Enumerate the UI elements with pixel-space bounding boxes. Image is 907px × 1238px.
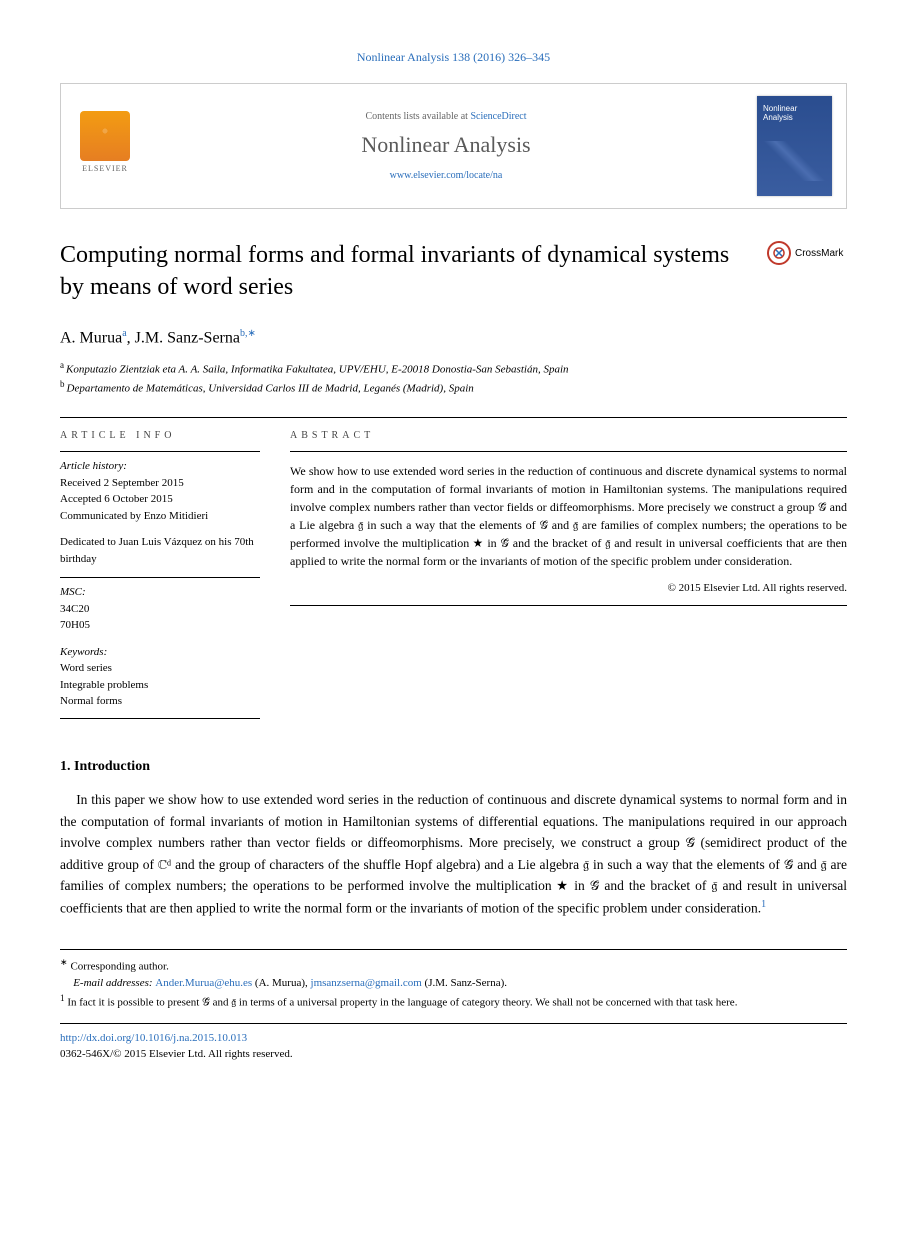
section-1-heading: 1. Introduction [60, 759, 847, 775]
keyword-3: Normal forms [60, 693, 260, 710]
footer: http://dx.doi.org/10.1016/j.na.2015.10.0… [60, 1023, 847, 1063]
article-info-heading: article info [60, 418, 260, 451]
affiliation-b: bDepartamento de Matemáticas, Universida… [60, 378, 847, 397]
abstract-copyright: © 2015 Elsevier Ltd. All rights reserved… [290, 580, 847, 597]
corresponding-author-note: ∗ Corresponding author. [60, 956, 847, 975]
article-page: Nonlinear Analysis 138 (2016) 326–345 EL… [0, 0, 907, 1103]
email-author-b[interactable]: jmsanzserna@gmail.com [311, 977, 422, 989]
header-center: Contents lists available at ScienceDirec… [135, 111, 757, 181]
authors: A. Muruaa, J.M. Sanz-Sernab,∗ [60, 328, 847, 347]
author-a[interactable]: A. Murua [60, 329, 122, 346]
received-date: Received 2 September 2015 [60, 475, 260, 492]
affiliations: aKonputazio Zientziak eta A. A. Saila, I… [60, 359, 847, 397]
crossmark-icon [767, 241, 791, 265]
author-separator: , [127, 329, 135, 346]
affil-b-text: Departamento de Matemáticas, Universidad… [67, 383, 474, 395]
journal-reference[interactable]: Nonlinear Analysis 138 (2016) 326–345 [60, 50, 847, 65]
email-label: E-mail addresses: [73, 977, 155, 989]
email-a-name: (A. Murua), [252, 977, 310, 989]
msc-label: MSC: [60, 584, 260, 601]
crossmark-badge[interactable]: CrossMark [767, 239, 847, 267]
communicated-by: Communicated by Enzo Mitidieri [60, 508, 260, 525]
keyword-1: Word series [60, 660, 260, 677]
affil-a-text: Konputazio Zientziak eta A. A. Saila, In… [66, 364, 569, 376]
keywords-label: Keywords: [60, 644, 260, 661]
email-addresses: E-mail addresses: Ander.Murua@ehu.es (A.… [60, 975, 847, 992]
journal-homepage-link[interactable]: www.elsevier.com/locate/na [135, 170, 757, 181]
accepted-date: Accepted 6 October 2015 [60, 491, 260, 508]
fn1-text: In fact it is possible to present 𝒢̄ and… [65, 996, 738, 1008]
article-info-column: article info Article history: Received 2… [60, 418, 260, 719]
email-b-name: (J.M. Sanz-Serna). [422, 977, 507, 989]
info-abstract-row: article info Article history: Received 2… [60, 418, 847, 719]
footnotes: ∗ Corresponding author. E-mail addresses… [60, 949, 847, 1011]
cover-title: Nonlinear Analysis [763, 104, 826, 122]
abstract-bottom-rule [290, 605, 847, 606]
cover-decoration [757, 141, 832, 181]
doi-link[interactable]: http://dx.doi.org/10.1016/j.na.2015.10.0… [60, 1032, 247, 1044]
email-author-a[interactable]: Ander.Murua@ehu.es [155, 977, 252, 989]
abstract-column: abstract We show how to use extended wor… [290, 418, 847, 719]
footnote-1: 1 In fact it is possible to present 𝒢̄ a… [60, 992, 847, 1011]
title-row: Computing normal forms and formal invari… [60, 239, 847, 304]
issn-copyright: 0362-546X/© 2015 Elsevier Ltd. All right… [60, 1046, 847, 1063]
article-title: Computing normal forms and formal invari… [60, 239, 751, 304]
affil-b-marker: b [60, 379, 65, 389]
info-bottom-rule [60, 718, 260, 719]
footnote-1-marker[interactable]: 1 [761, 899, 766, 910]
keyword-2: Integrable problems [60, 677, 260, 694]
contents-prefix: Contents lists available at [365, 111, 470, 122]
affil-a-marker: a [60, 360, 64, 370]
corr-marker: ∗ [60, 957, 68, 967]
abstract-heading: abstract [290, 418, 847, 452]
keywords-block: Keywords: Word series Integrable problem… [60, 644, 260, 710]
author-b[interactable]: J.M. Sanz-Serna [135, 329, 240, 346]
section-1-body: In this paper we show how to use extende… [60, 789, 847, 919]
history-label: Article history: [60, 458, 260, 475]
journal-name: Nonlinear Analysis [135, 132, 757, 158]
journal-header: ELSEVIER Contents lists available at Sci… [60, 83, 847, 209]
intro-paragraph: In this paper we show how to use extende… [60, 792, 847, 915]
msc-block: MSC: 34C20 70H05 [60, 577, 260, 634]
article-history-block: Article history: Received 2 September 20… [60, 451, 260, 524]
corr-text: Corresponding author. [70, 961, 168, 973]
elsevier-name: ELSEVIER [82, 164, 128, 173]
abstract-text: We show how to use extended word series … [290, 462, 847, 570]
affiliation-a: aKonputazio Zientziak eta A. A. Saila, I… [60, 359, 847, 378]
dedication: Dedicated to Juan Luis Vázquez on his 70… [60, 534, 260, 567]
elsevier-tree-icon [80, 111, 130, 161]
msc-code-2: 70H05 [60, 617, 260, 634]
journal-cover-thumbnail[interactable]: Nonlinear Analysis [757, 96, 832, 196]
contents-available: Contents lists available at ScienceDirec… [135, 111, 757, 122]
elsevier-logo[interactable]: ELSEVIER [75, 111, 135, 181]
author-b-affil[interactable]: b,∗ [240, 328, 256, 339]
msc-code-1: 34C20 [60, 601, 260, 618]
sciencedirect-link[interactable]: ScienceDirect [470, 111, 526, 122]
crossmark-label: CrossMark [795, 248, 843, 259]
